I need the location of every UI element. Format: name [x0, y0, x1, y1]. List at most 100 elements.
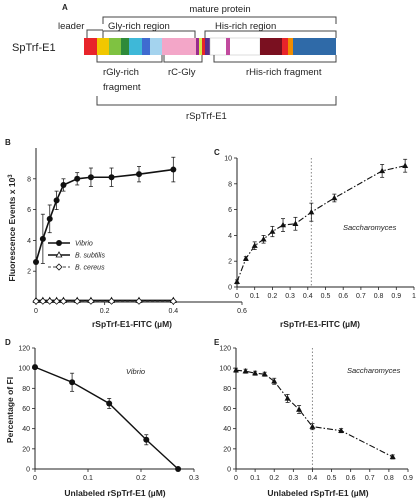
- x-tick-label: 0.4: [303, 293, 313, 300]
- data-point: [260, 236, 267, 242]
- his-region-label: His-rich region: [215, 21, 276, 32]
- legend-entry: Vibrio: [75, 241, 93, 248]
- y-tick-label: 80: [223, 386, 231, 393]
- y-tick-label: 8: [27, 176, 31, 183]
- y-tick-label: 40: [223, 426, 231, 433]
- chart-annotation: Vibrio: [126, 367, 145, 376]
- data-point: [108, 174, 115, 181]
- panel-label-c: C: [214, 148, 220, 157]
- data-point: [32, 364, 38, 371]
- his-fragment-label: rHis-rich fragment: [246, 67, 322, 78]
- data-point: [53, 197, 60, 204]
- series-line: [235, 369, 393, 458]
- y-tick-label: 0: [228, 285, 232, 292]
- y-tick-label: 120: [18, 346, 30, 353]
- data-point: [280, 221, 287, 228]
- data-point: [379, 167, 386, 174]
- y-tick-label: 100: [18, 366, 30, 373]
- data-point: [175, 466, 182, 472]
- gly-region-label: Gly-rich region: [108, 21, 170, 32]
- legend-marker: [56, 240, 62, 246]
- gly-fragment-label-1: rGly-rich: [103, 67, 139, 78]
- x-tick-label: 0.2: [268, 293, 278, 300]
- data-point: [389, 453, 396, 460]
- data-point: [296, 406, 303, 412]
- x-tick-label: 0.9: [403, 475, 413, 482]
- chart-c-xlabel: rSpTrf-E1-FITC (µM): [280, 319, 360, 329]
- data-point: [74, 175, 81, 182]
- data-point: [73, 297, 81, 305]
- chart-c: 0 0.1 0.2 0.3 0.4 0.5 0.6 0.7 0.8 0.9 10246810Sacc…: [224, 156, 416, 301]
- y-tick-label: 80: [22, 386, 30, 393]
- mature-protein-label: mature protein: [189, 4, 250, 15]
- data-point: [53, 297, 61, 305]
- x-tick-label: 0.6: [346, 475, 356, 482]
- x-tick-label: 0.5: [321, 293, 331, 300]
- x-tick-label: 0.9: [391, 293, 401, 300]
- legend-marker: [55, 263, 63, 271]
- x-tick-label: 0.6: [237, 308, 247, 315]
- mature-bracket: [102, 16, 337, 24]
- x-tick-label: 0.8: [374, 293, 384, 300]
- panel-label-a: A: [62, 3, 68, 12]
- his-fragment-bracket: [213, 55, 337, 63]
- y-tick-label: 20: [22, 446, 30, 453]
- data-point: [338, 427, 345, 433]
- data-point: [284, 395, 291, 401]
- legend-marker: [55, 251, 63, 258]
- x-tick-label: 0.7: [365, 475, 375, 482]
- data-point: [309, 423, 316, 429]
- x-tick-label: 0: [235, 293, 239, 300]
- chart-d-ylabel: Percentage of FI: [5, 377, 15, 443]
- x-tick-label: 0.4: [308, 475, 318, 482]
- chart-b-ylabel-main: Fluorescence Events x 10: [7, 177, 17, 281]
- data-point: [87, 297, 95, 305]
- chart-d-xlabel: Unlabeled rSpTrf-E1 (µM): [64, 488, 165, 498]
- y-tick-label: 6: [27, 207, 31, 214]
- data-point: [170, 166, 177, 173]
- series-line: [236, 165, 406, 283]
- c-gly-bracket: [163, 55, 203, 63]
- y-tick-label: 4: [27, 238, 31, 245]
- y-tick-label: 100: [219, 366, 231, 373]
- x-tick-label: 0.7: [356, 293, 366, 300]
- data-point: [46, 215, 53, 222]
- x-tick-label: 0.3: [288, 475, 298, 482]
- y-tick-label: 4: [228, 233, 232, 240]
- data-point: [308, 208, 315, 215]
- chart-b-xlabel: rSpTrf-E1-FITC (µM): [92, 319, 172, 329]
- data-point: [39, 297, 47, 305]
- data-point: [269, 228, 276, 234]
- data-point: [331, 194, 338, 201]
- data-point: [32, 297, 40, 305]
- data-point: [39, 235, 46, 242]
- y-tick-label: 6: [228, 207, 232, 214]
- data-point: [292, 220, 299, 226]
- panel-a: A mature protein leader Gly-rich region …: [12, 3, 337, 122]
- data-point: [33, 258, 39, 265]
- x-tick-label: 0.1: [250, 475, 260, 482]
- x-tick-label: 0: [33, 475, 37, 482]
- x-tick-label: 0.4: [168, 308, 178, 315]
- y-tick-label: 8: [228, 181, 232, 188]
- data-point: [46, 297, 54, 305]
- x-tick-label: 0.2: [100, 308, 110, 315]
- data-point: [234, 278, 240, 285]
- chart-d: 0 0.1 0.2 0.3 0 20 40 60 80 100 120 Vibrio: [18, 346, 199, 483]
- x-tick-label: 0.6: [338, 293, 348, 300]
- panel-label-d: D: [5, 338, 11, 347]
- leader-bracket: [86, 29, 103, 38]
- y-tick-label: 0: [26, 467, 30, 474]
- full-protein-label: rSpTrf-E1: [186, 111, 227, 122]
- x-tick-label: 0.1: [83, 475, 93, 482]
- data-point: [169, 297, 177, 305]
- series-line: [35, 168, 174, 263]
- y-tick-label: 120: [219, 346, 231, 353]
- x-tick-label: 0.5: [327, 475, 337, 482]
- full-protein-bracket: [96, 96, 337, 106]
- data-point: [402, 162, 409, 168]
- data-point: [251, 242, 258, 248]
- data-point: [143, 436, 150, 443]
- x-tick-label: 0.1: [250, 293, 260, 300]
